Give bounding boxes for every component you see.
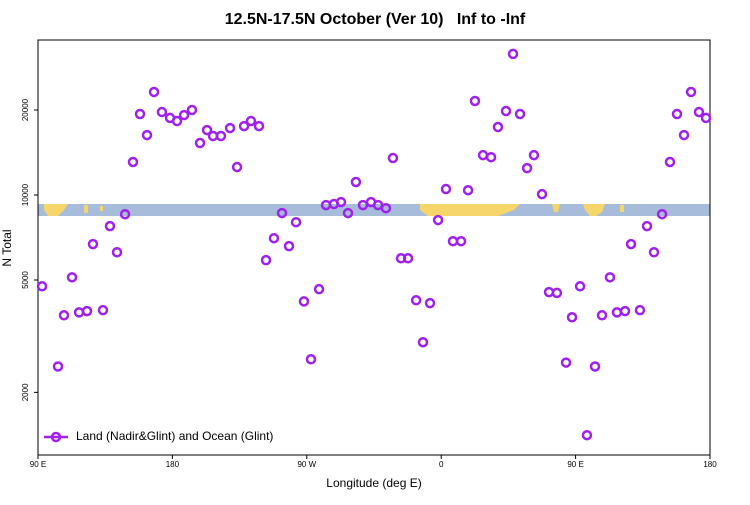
point: [224, 122, 236, 134]
y-axis-label: N Total: [0, 229, 14, 266]
point: [335, 196, 347, 208]
point: [171, 115, 183, 127]
point: [536, 188, 548, 200]
point: [671, 108, 683, 120]
point: [342, 207, 354, 219]
point: [253, 120, 265, 132]
point: [492, 121, 504, 133]
point: [290, 216, 302, 228]
point: [238, 120, 250, 132]
point: [268, 232, 280, 244]
point: [87, 238, 99, 250]
point: [66, 272, 78, 283]
point: [678, 129, 690, 141]
point: [402, 253, 414, 264]
point: [581, 429, 593, 441]
x-tick-label: 180: [166, 460, 180, 469]
point: [528, 149, 540, 161]
point: [178, 109, 190, 121]
point: [260, 254, 272, 266]
point: [410, 294, 422, 306]
point: [97, 304, 109, 316]
point: [186, 104, 198, 116]
point: [469, 95, 481, 107]
point: [111, 247, 123, 258]
point: [231, 161, 243, 173]
y-tick-label: 20000: [21, 98, 30, 121]
point: [589, 361, 601, 372]
x-axis-label: Longitude (deg E): [326, 476, 421, 490]
point: [485, 151, 497, 163]
point: [648, 247, 660, 258]
x-tick-label: 180: [703, 460, 717, 469]
x-tick-label: 90 E: [30, 460, 46, 469]
chart-title: 12.5N-17.5N October (Ver 10) Inf to -Inf: [225, 11, 526, 28]
point: [424, 297, 436, 309]
point: [201, 124, 213, 136]
y-tick-label: 2000: [21, 383, 30, 401]
point: [127, 156, 139, 168]
y-tick-label: 10000: [21, 183, 30, 206]
point: [350, 176, 362, 188]
point: [245, 115, 257, 127]
x-tick-label: 0: [439, 460, 444, 469]
point: [462, 184, 474, 196]
point: [596, 310, 608, 321]
x-tick-label: 90 E: [567, 460, 583, 469]
point: [566, 312, 578, 323]
point: [604, 272, 616, 283]
point: [134, 108, 146, 120]
point: [500, 105, 512, 117]
point: [432, 214, 444, 226]
point: [36, 281, 48, 292]
point: [664, 156, 676, 168]
point: [298, 296, 310, 307]
point: [313, 283, 325, 295]
point: [440, 183, 452, 195]
point: [104, 220, 116, 232]
point: [148, 86, 160, 98]
point: [119, 208, 131, 220]
point: [619, 305, 631, 317]
point: [514, 108, 526, 120]
point: [81, 305, 93, 317]
y-tick-label: 5000: [21, 271, 30, 289]
legend-marker: [50, 431, 62, 443]
point: [283, 240, 295, 252]
point: [156, 106, 168, 118]
point: [521, 162, 533, 174]
legend-label: Land (Nadir&Glint) and Ocean (Glint): [76, 429, 273, 443]
point: [305, 354, 317, 365]
point: [700, 112, 712, 124]
point: [52, 361, 64, 372]
point: [634, 304, 646, 316]
point: [141, 129, 153, 141]
point: [58, 310, 70, 321]
point: [685, 86, 697, 98]
point: [560, 357, 572, 368]
point: [693, 106, 705, 118]
x-tick-label: 90 W: [297, 460, 316, 469]
point: [387, 152, 399, 164]
map-strip: [38, 204, 710, 216]
point: [380, 202, 392, 214]
point: [641, 220, 653, 232]
point: [656, 208, 668, 220]
point: [417, 336, 429, 348]
point: [215, 130, 227, 142]
point: [276, 207, 288, 219]
plot-frame: [37, 39, 711, 456]
point: [507, 48, 519, 60]
point: [455, 235, 467, 247]
point: [574, 281, 586, 292]
point: [194, 137, 206, 149]
point: [625, 238, 637, 250]
point: [551, 287, 563, 299]
